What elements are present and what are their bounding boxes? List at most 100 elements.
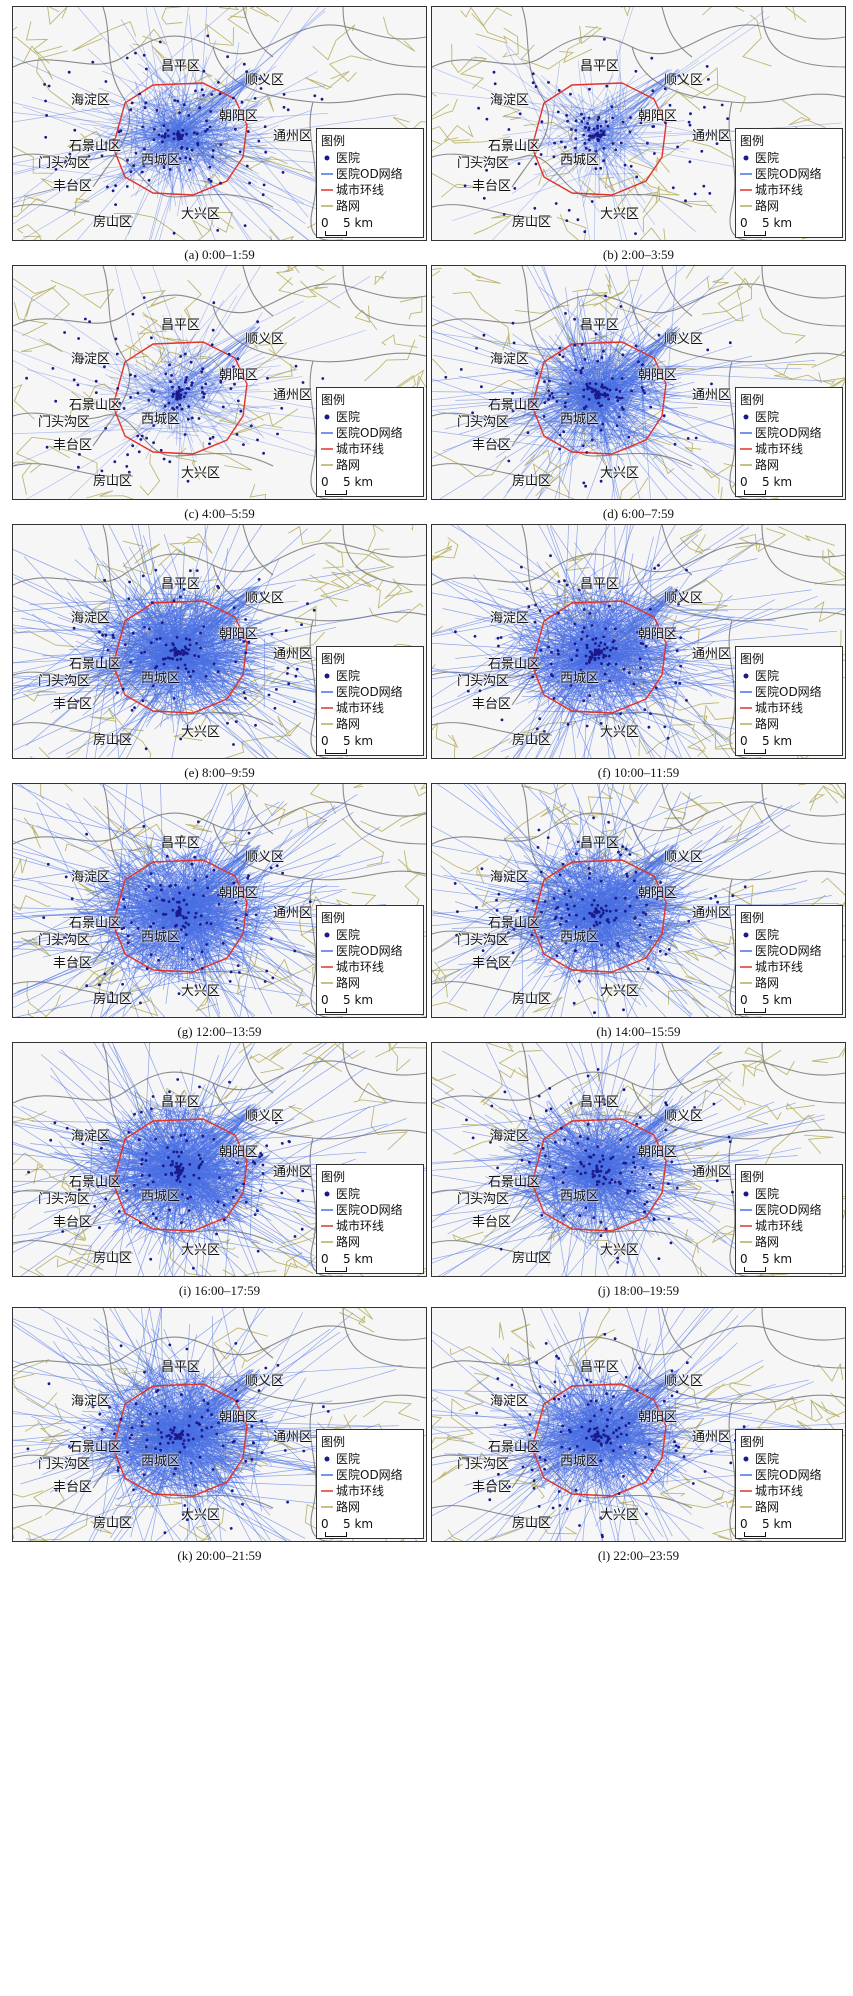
legend-label: 路网 xyxy=(755,1500,780,1514)
district-label-fengtai: 丰台区 xyxy=(472,697,512,712)
district-label-fengtai: 丰台区 xyxy=(53,179,93,194)
district-label-fengtai: 丰台区 xyxy=(472,956,512,971)
scale-zero-label: 0 xyxy=(740,1517,748,1531)
legend-label: 医院OD网络 xyxy=(336,167,403,181)
hospital-dot-icon xyxy=(743,1191,749,1197)
scale-bar: 0 5 km xyxy=(740,216,838,238)
scale-bar: 0 5 km xyxy=(321,1252,419,1274)
map-legend: 图例 医院 医院OD网络 城市环线 路网 0 5 km xyxy=(316,128,424,238)
panel-caption: (e) 8:00–9:59 xyxy=(184,765,255,780)
road-line-icon xyxy=(740,205,752,207)
district-label-changping: 昌平区 xyxy=(580,1360,620,1375)
legend-item-ring-road: 城市环线 xyxy=(321,182,419,198)
panel-caption: (b) 2:00–3:59 xyxy=(602,247,675,262)
legend-item-ring-road: 城市环线 xyxy=(321,1483,419,1499)
od-line-icon xyxy=(321,1474,333,1476)
district-label-changping: 昌平区 xyxy=(580,577,620,592)
map-canvas xyxy=(13,266,426,499)
legend-item-ring-road: 城市环线 xyxy=(740,1483,838,1499)
od-line-icon xyxy=(740,691,752,693)
district-label-xicheng: 西城区 xyxy=(141,671,181,686)
district-label-tongzhou: 通州区 xyxy=(273,1430,313,1445)
od-network-map: 昌平区 顺义区 海淀区 通州区 朝阳区 石景山区 门头沟区 西城区 丰台区 房山区 大兴区 图例 医院医… xyxy=(431,265,846,500)
district-boundary-layer xyxy=(432,525,845,758)
district-label-shijingshan: 石景山区 xyxy=(488,1175,541,1190)
legend-item-ring-road: 城市环线 xyxy=(740,700,838,716)
legend-label: 城市环线 xyxy=(755,960,804,974)
od-network-map: 昌平区 顺义区 海淀区 通州区 朝阳区 石景山区 门头沟区 西城区 丰台区 房山区 大兴区 图例 医院医… xyxy=(12,783,427,1018)
legend-item-hospital: 医院 xyxy=(740,927,838,943)
ring-road-line-icon xyxy=(740,189,752,191)
scale-five-label: 5 km xyxy=(762,475,793,489)
scale-bar-line xyxy=(744,231,766,236)
district-label-shijingshan: 石景山区 xyxy=(69,657,122,672)
hospital-layer xyxy=(42,820,325,1005)
district-label-shunyi: 顺义区 xyxy=(664,73,704,88)
map-legend: 图例 医院 医院OD网络 城市环线 路网 0 5 km xyxy=(316,905,424,1015)
scale-five-label: 5 km xyxy=(343,993,374,1007)
legend-label: 医院 xyxy=(755,1187,780,1201)
map-legend: 图例 医院 医院OD网络 城市环线 路网 0 5 km xyxy=(735,905,843,1015)
scale-bar: 0 5 km xyxy=(321,1517,419,1539)
legend-item-ring-road: 城市环线 xyxy=(740,959,838,975)
district-label-daxing: 大兴区 xyxy=(600,466,640,481)
scale-bar-line xyxy=(325,1008,347,1013)
legend-label: 城市环线 xyxy=(755,1219,804,1233)
legend-label: 路网 xyxy=(755,976,780,990)
district-label-xicheng: 西城区 xyxy=(141,412,181,427)
map-canvas xyxy=(432,1308,845,1541)
district-label-fangshan: 房山区 xyxy=(512,733,552,748)
district-label-xicheng: 西城区 xyxy=(141,153,181,168)
district-label-mentougou: 门头沟区 xyxy=(38,156,91,171)
ring-road-line-icon xyxy=(321,707,333,709)
road-line-icon xyxy=(321,1241,333,1243)
ring-road-line-icon xyxy=(740,966,752,968)
district-label-haidian: 海淀区 xyxy=(490,1129,530,1144)
district-label-fangshan: 房山区 xyxy=(512,1251,552,1266)
district-label-shunyi: 顺义区 xyxy=(245,591,285,606)
od-network-layer xyxy=(13,1043,426,1276)
legend-item-ring-road: 城市环线 xyxy=(740,1218,838,1234)
legend-label: 路网 xyxy=(755,458,780,472)
road-line-icon xyxy=(740,1241,752,1243)
legend-item-od-network: 医院OD网络 xyxy=(321,1202,419,1218)
ring-road xyxy=(531,1118,667,1232)
district-label-haidian: 海淀区 xyxy=(71,93,111,108)
hospital-layer xyxy=(454,554,688,742)
legend-label: 医院OD网络 xyxy=(336,1468,403,1482)
legend-label: 路网 xyxy=(755,717,780,731)
district-label-xicheng: 西城区 xyxy=(141,1454,181,1469)
panel-caption: (d) 6:00–7:59 xyxy=(602,506,675,521)
legend-label: 城市环线 xyxy=(755,1484,804,1498)
od-network-map: 昌平区 顺义区 海淀区 通州区 朝阳区 石景山区 门头沟区 西城区 丰台区 房山区 大兴区 图例 医院医… xyxy=(12,524,427,759)
district-label-daxing: 大兴区 xyxy=(600,1243,640,1258)
od-line-icon xyxy=(740,950,752,952)
district-label-chaoyang: 朝阳区 xyxy=(219,1410,259,1425)
legend-label: 医院 xyxy=(755,928,780,942)
legend-label: 医院OD网络 xyxy=(755,1203,822,1217)
district-label-fangshan: 房山区 xyxy=(93,1251,133,1266)
district-label-mentougou: 门头沟区 xyxy=(457,156,510,171)
district-boundary-layer xyxy=(432,7,845,240)
od-line-icon xyxy=(321,691,333,693)
scale-bar-line xyxy=(325,231,347,236)
scale-zero-label: 0 xyxy=(321,216,329,230)
district-label-fengtai: 丰台区 xyxy=(53,1480,93,1495)
scale-five-label: 5 km xyxy=(343,1517,374,1531)
map-legend: 图例 医院 医院OD网络 城市环线 路网 0 5 km xyxy=(735,387,843,497)
district-label-shijingshan: 石景山区 xyxy=(488,657,541,672)
ring-road xyxy=(531,341,667,455)
legend-label: 城市环线 xyxy=(336,442,385,456)
scale-bar-line xyxy=(744,1267,766,1272)
scale-zero-label: 0 xyxy=(321,734,329,748)
map-legend: 图例 医院 医院OD网络 城市环线 路网 0 5 km xyxy=(316,646,424,756)
scale-five-label: 5 km xyxy=(762,993,793,1007)
legend-label: 城市环线 xyxy=(336,701,385,715)
legend-label: 路网 xyxy=(336,1235,361,1249)
district-label-chaoyang: 朝阳区 xyxy=(219,886,259,901)
district-label-shunyi: 顺义区 xyxy=(664,850,704,865)
district-label-changping: 昌平区 xyxy=(161,577,201,592)
map-panel: 昌平区 顺义区 海淀区 通州区 朝阳区 石景山区 门头沟区 西城区 丰台区 房山区 大兴区 图例 医院医… xyxy=(12,265,427,527)
legend-title: 图例 xyxy=(321,393,346,407)
district-label-haidian: 海淀区 xyxy=(490,93,530,108)
